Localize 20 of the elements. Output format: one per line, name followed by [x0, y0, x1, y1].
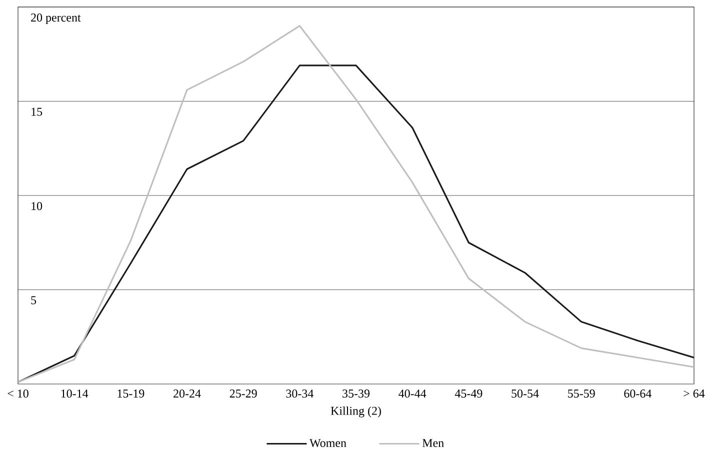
- y-tick-label: 15: [32, 108, 42, 116]
- legend-label: Men: [422, 439, 444, 448]
- x-tick-label: 10-14: [61, 390, 88, 398]
- x-tick-label: 45-49: [454, 390, 482, 398]
- x-tick-label: 60-64: [624, 390, 652, 398]
- x-axis-title: Killing (2): [330, 406, 381, 418]
- x-tick-label: 40-44: [398, 390, 426, 398]
- y-tick-label: 20 percent: [31, 14, 81, 24]
- x-tick-label: < 10: [8, 390, 28, 398]
- x-tick-label: 20-24: [174, 390, 201, 398]
- x-tick-label: 15-19: [118, 390, 144, 398]
- x-tick-label: 25-29: [230, 390, 257, 398]
- y-tick-label: 5: [31, 296, 36, 304]
- y-tick-label: 10: [32, 202, 42, 210]
- x-tick-label: 30-34: [286, 390, 314, 398]
- x-tick-label: 50-54: [512, 390, 539, 398]
- x-tick-label: > 64: [684, 390, 705, 398]
- x-tick-label: 35-39: [342, 390, 370, 398]
- x-tick-label: 55-59: [568, 390, 595, 398]
- legend-label: Women: [310, 439, 346, 448]
